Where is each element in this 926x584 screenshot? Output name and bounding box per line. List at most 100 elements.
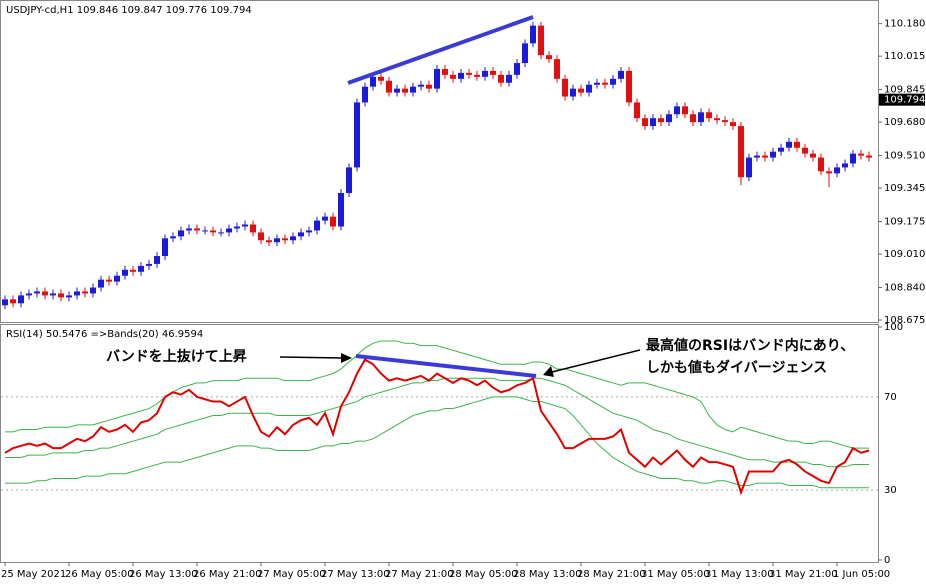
candle-body (562, 78, 568, 97)
candle-body (666, 114, 672, 123)
candle-body (402, 88, 408, 93)
candle-body (138, 265, 144, 272)
candle-body (554, 59, 560, 79)
candle-body (818, 157, 824, 172)
candle-body (866, 155, 872, 158)
candle-body (346, 167, 352, 194)
candle-body (274, 238, 280, 243)
arrow (551, 349, 641, 373)
candle-body (426, 84, 432, 89)
candle-body (810, 153, 816, 158)
y-tick-label: 30 (884, 485, 897, 496)
candle-body (706, 112, 712, 119)
candle-body (298, 232, 304, 237)
candle-body (530, 25, 536, 44)
candle-body (362, 86, 368, 103)
candle-body (226, 228, 232, 233)
candle-body (18, 295, 24, 304)
candle-body (834, 167, 840, 174)
x-tick-label: 31 May 13:00 (705, 569, 774, 580)
y-tick-label: 109.345 (884, 183, 925, 194)
candle-body (434, 68, 440, 89)
indicator-line (5, 340, 869, 449)
candle-body (330, 216, 336, 227)
candle-body (58, 293, 64, 298)
candle-body (162, 238, 168, 257)
x-tick-label: 28 May 13:00 (513, 569, 582, 580)
rsi-title: RSI(14) 50.5476 =>Bands(20) 46.9594 (6, 329, 203, 340)
candle-body (506, 74, 512, 83)
candle-body (74, 291, 80, 296)
candle-body (762, 155, 768, 158)
y-tick-label: 110.015 (884, 51, 925, 62)
candle-body (194, 228, 200, 231)
candle-body (618, 70, 624, 79)
x-tick-label: 26 May 21:00 (193, 569, 262, 580)
candle-body (154, 256, 160, 264)
candle-body (282, 238, 288, 241)
candle-body (802, 147, 808, 154)
x-tick-label: 28 May 21:00 (577, 569, 646, 580)
price-panel (0, 0, 879, 323)
y-tick-label: 109.680 (884, 117, 925, 128)
candle-body (674, 106, 680, 115)
candle-body (786, 141, 792, 148)
y-tick-label: 109.175 (884, 217, 925, 228)
y-tick-label: 100 (884, 322, 903, 333)
rsi-trendline (355, 354, 537, 378)
candle-body (106, 279, 112, 282)
candle-body (370, 76, 376, 87)
candle-body (474, 74, 480, 77)
candle-body (210, 230, 216, 233)
candle-body (338, 193, 344, 227)
x-tick-label: 26 May 13:00 (129, 569, 198, 580)
candle-body (450, 74, 456, 79)
indicator-line (5, 377, 869, 468)
candle-body (690, 114, 696, 123)
candle-body (594, 82, 600, 85)
candle-body (458, 72, 464, 79)
y-tick-label: 108.840 (884, 283, 925, 294)
candle-body (178, 230, 184, 237)
candle-body (466, 72, 472, 75)
y-tick-label: 0 (884, 555, 890, 566)
candle-body (578, 88, 584, 93)
candle-body (234, 226, 240, 229)
x-tick-label: 31 May 21:00 (769, 569, 838, 580)
candle-body (410, 86, 416, 93)
annotation: 最高値のRSIはバンド内にあり、 (646, 337, 854, 354)
candle-body (34, 291, 40, 294)
candle-body (626, 70, 632, 103)
candle-body (130, 269, 136, 272)
candle-body (442, 68, 448, 75)
candle-body (10, 299, 16, 304)
candle-body (658, 118, 664, 123)
annotation: バンドを上抜けて上昇 (106, 348, 247, 365)
candle-body (2, 299, 8, 306)
candle-body (634, 102, 640, 119)
candle-body (842, 163, 848, 168)
candle-body (698, 112, 704, 123)
candle-body (682, 106, 688, 115)
candle-body (250, 224, 256, 233)
x-tick-label: 1 Jun 05:00 (833, 569, 890, 580)
candle-body (794, 141, 800, 148)
candle-body (218, 232, 224, 234)
rsi-panel (0, 324, 879, 563)
candle-body (114, 275, 120, 282)
candle-body (186, 228, 192, 231)
candle-body (738, 126, 744, 178)
x-tick-label: 26 May 05:00 (65, 569, 134, 580)
candle-body (418, 84, 424, 87)
candle-body (42, 291, 48, 296)
arrow-head (543, 366, 554, 377)
candle-body (826, 171, 832, 174)
candle-body (546, 55, 552, 60)
candle-body (386, 80, 392, 93)
candle-body (522, 43, 528, 64)
candle-body (98, 279, 104, 288)
candle-body (394, 88, 400, 93)
candle-body (586, 84, 592, 93)
